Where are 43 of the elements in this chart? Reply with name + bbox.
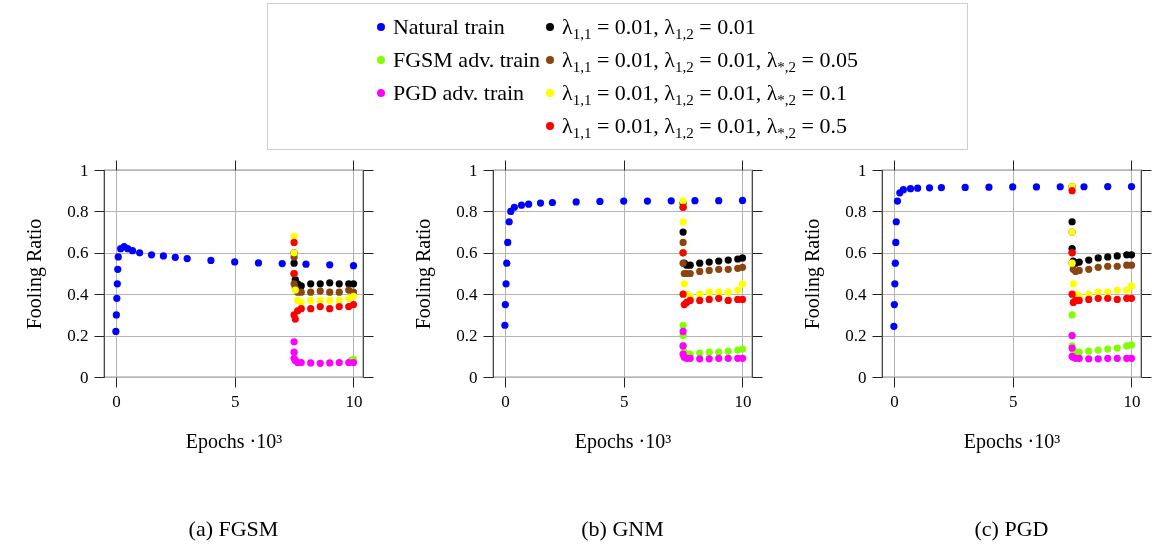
x-tick-label: 0 (501, 391, 510, 411)
x-tick-label: 10 (1123, 391, 1141, 411)
y-tick-label: 1 (80, 160, 89, 180)
y-tick-label: 0.8 (67, 201, 89, 221)
text: (a) FGSM (188, 516, 279, 541)
y-tick-label: 0.2 (67, 326, 89, 346)
x-tick-label: 0 (890, 391, 899, 411)
legend-label: λ$_{1,1}$ = 0.01, λ$_{1,2}$ = 0.01, λ$_{*,2}$ = 0.05 (562, 47, 859, 75)
y-tick-label: 0.6 (67, 243, 89, 263)
legend-label: λ$_{1,1}$ = 0.01, λ$_{1,2}$ = 0.01, λ$_{*,2}$ = 0.5 (562, 113, 848, 141)
x-tick-label: 5 (1008, 391, 1018, 411)
legend-label: PGD adv. train (392, 80, 525, 105)
y-tick-label: 0.6 (456, 243, 478, 263)
y-tick-label: 0.2 (845, 326, 867, 346)
y-tick-label: 0.8 (845, 201, 867, 221)
x-axis-title: Epochs ·10³ (185, 429, 283, 453)
y-tick-label: 1 (858, 160, 867, 180)
y-tick-label: 0.4 (845, 284, 867, 304)
text: (c) PGD (974, 516, 1049, 541)
x-tick-label: 5 (619, 391, 629, 411)
y-tick-label: 1 (469, 160, 478, 180)
y-tick-label: 0 (469, 367, 478, 387)
x-axis-title: Epochs ·10³ (574, 429, 672, 453)
y-tick-label: 0.2 (456, 326, 478, 346)
x-tick-label: 0 (112, 391, 121, 411)
legend-label: FGSM adv. train (392, 47, 541, 72)
text: (b) GNM (581, 516, 664, 541)
y-axis-title: Fooling Ratio (801, 218, 825, 330)
x-tick-label: 5 (230, 391, 240, 411)
y-tick-label: 0.4 (456, 284, 478, 304)
x-tick-label: 10 (734, 391, 752, 411)
y-tick-label: 0 (80, 367, 89, 387)
legend-label: λ$_{1,1}$ = 0.01, λ$_{1,2}$ = 0.01, λ$_{*,2}$ = 0.1 (562, 80, 848, 108)
legend-label: Natural train (392, 14, 505, 39)
x-axis-title: Epochs ·10³ (963, 429, 1061, 453)
y-tick-label: 0.4 (67, 284, 89, 304)
y-axis-title: Fooling Ratio (412, 218, 436, 330)
x-tick-label: 10 (345, 391, 363, 411)
y-tick-label: 0.6 (845, 243, 867, 263)
legend-label: λ$_{1,1}$ = 0.01, λ$_{1,2}$ = 0.01 (562, 14, 756, 42)
y-axis-title: Fooling Ratio (23, 218, 47, 330)
y-tick-label: 0 (858, 367, 867, 387)
y-tick-label: 0.8 (456, 201, 478, 221)
